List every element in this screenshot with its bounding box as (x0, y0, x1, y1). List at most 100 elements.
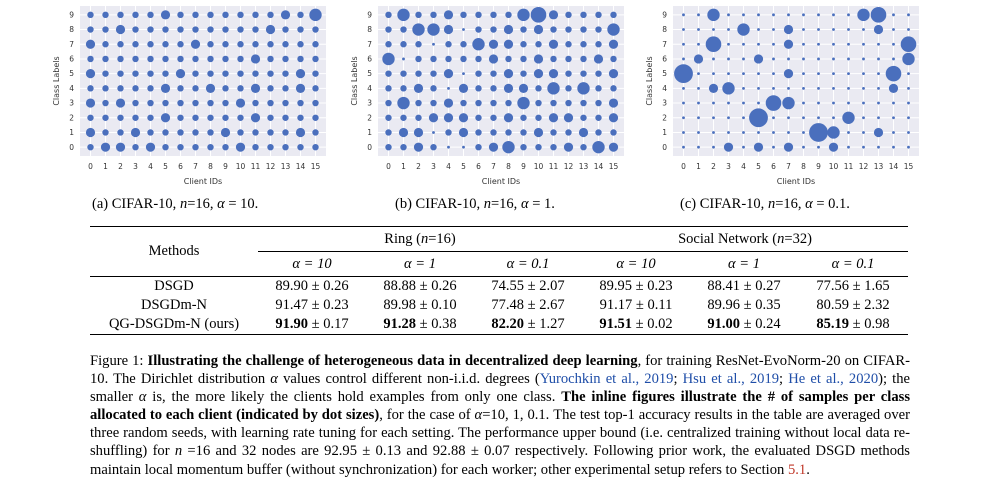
data-dot (267, 129, 274, 136)
data-dot (580, 41, 587, 48)
data-dot (548, 113, 559, 123)
data-dot (177, 26, 184, 33)
result-cell: 80.59 ± 2.32 (798, 296, 908, 315)
data-dot (742, 57, 745, 61)
data-dot (737, 23, 750, 36)
result-cell: 88.88 ± 0.26 (366, 276, 474, 296)
data-dot (742, 72, 745, 76)
data-dot (727, 131, 730, 134)
data-dot (832, 13, 835, 17)
data-dot (147, 85, 154, 92)
data-dot (282, 41, 289, 48)
result-std: ± 0.24 (740, 316, 781, 332)
citation-link[interactable]: Yurochkin et al., 2019 (539, 371, 674, 388)
data-dot (847, 72, 850, 76)
data-dot (742, 116, 745, 120)
data-dot (102, 55, 109, 63)
data-dot (428, 113, 439, 123)
result-std: ± 2.67 (524, 297, 565, 313)
data-dot (817, 28, 820, 31)
data-dot (85, 127, 96, 138)
data-dot (682, 145, 685, 149)
data-dot (862, 86, 865, 90)
y-tick-label: 1 (367, 128, 372, 137)
result-std: ± 0.02 (632, 316, 673, 332)
data-dot (772, 145, 775, 149)
x-tick-label: 5 (461, 162, 466, 171)
data-dot (749, 108, 768, 128)
x-tick-label: 4 (148, 162, 153, 171)
data-dot (885, 65, 902, 82)
data-dot (809, 123, 828, 142)
result-cell: 91.28 ± 0.38 (366, 315, 474, 335)
data-dot (132, 11, 139, 19)
data-dot (175, 69, 186, 79)
data-dot (610, 11, 617, 19)
data-dot (177, 143, 184, 151)
result-std: ± 2.07 (524, 278, 565, 294)
data-dot (160, 10, 171, 20)
data-dot (488, 39, 499, 49)
data-dot (862, 145, 865, 149)
result-std: ± 0.23 (632, 278, 673, 294)
data-dot (102, 114, 109, 121)
data-dot (563, 113, 574, 123)
data-dot (132, 41, 139, 48)
data-dot (267, 99, 274, 107)
data-dot (397, 96, 410, 110)
data-dot (565, 129, 572, 136)
y-tick-label: 3 (367, 99, 372, 108)
data-dot (580, 114, 587, 121)
data-dot (682, 86, 685, 90)
data-dot (282, 114, 289, 121)
data-dot (432, 131, 435, 134)
data-dot (475, 114, 482, 121)
data-dot (610, 129, 617, 136)
citation-link[interactable]: Hsu et al., 2019 (682, 371, 780, 388)
citation-link[interactable]: He et al., 2020 (788, 371, 879, 388)
y-tick-label: 5 (367, 69, 372, 78)
data-dot (222, 11, 229, 19)
result-cell: 91.51 ± 0.02 (582, 315, 690, 335)
result-mean: 91.00 (707, 316, 741, 332)
data-dot (892, 145, 895, 149)
data-dot (892, 13, 895, 17)
data-dot (595, 11, 602, 19)
data-dot (832, 86, 835, 90)
table-row: QG-DSGDm-N (ours) 91.90 ± 0.17 91.28 ± 0.3… (90, 315, 908, 335)
data-dot (870, 7, 887, 23)
data-dot (817, 13, 820, 17)
y-tick-label: 7 (662, 40, 667, 49)
data-dot (445, 55, 452, 63)
data-dot (458, 127, 469, 138)
result-cell: 89.90 ± 0.26 (258, 276, 366, 296)
data-dot (727, 72, 730, 76)
data-dot (727, 101, 730, 105)
data-dot (475, 70, 482, 77)
alpha-header: α = 10 (616, 255, 656, 272)
data-dot (712, 57, 715, 61)
data-dot (862, 57, 865, 61)
data-dot (192, 143, 199, 151)
data-dot (87, 26, 94, 33)
data-dot (102, 129, 109, 136)
data-dot (145, 142, 156, 152)
data-dot (192, 114, 199, 121)
data-dot (309, 8, 322, 22)
data-dot (902, 52, 915, 66)
data-dot (488, 142, 499, 152)
x-tick-label: 14 (594, 162, 604, 171)
data-dot (130, 127, 141, 138)
result-mean: 89.95 (599, 278, 633, 294)
data-dot (877, 101, 880, 105)
data-dot (205, 83, 216, 93)
data-dot (722, 82, 735, 95)
data-dot (385, 85, 392, 92)
data-dot (535, 143, 542, 151)
data-dot (712, 101, 715, 105)
data-dot (397, 8, 410, 22)
x-tick-label: 4 (446, 162, 451, 171)
result-mean: 77.48 (491, 297, 525, 313)
y-axis-label: Class Labels (645, 56, 654, 105)
section-link[interactable]: 5.1 (787, 461, 807, 478)
